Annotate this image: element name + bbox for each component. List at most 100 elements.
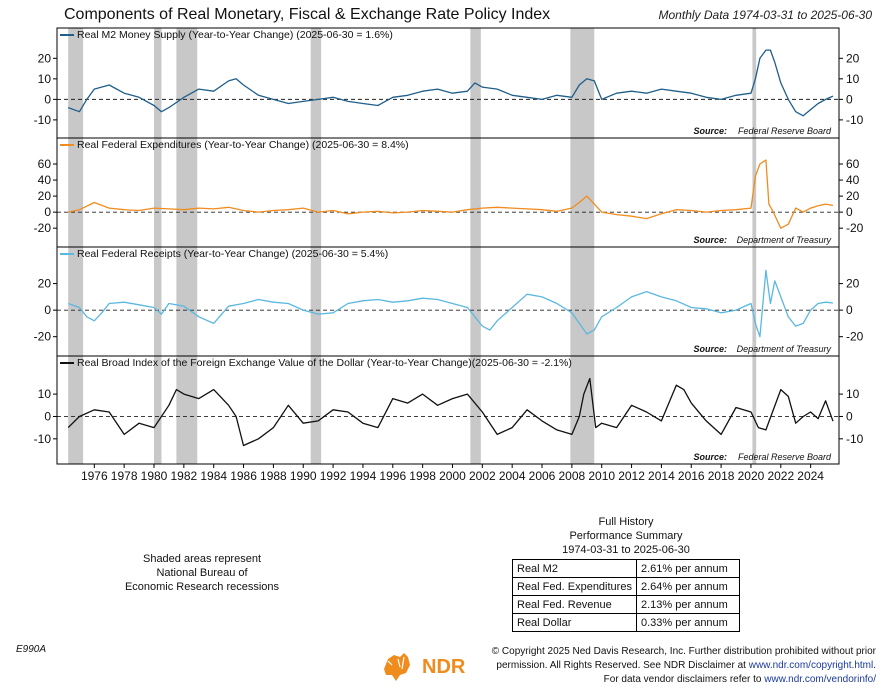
series-line: [67, 269, 834, 338]
y-tick-label: -20: [846, 330, 864, 344]
y-tick-label: 40: [846, 173, 860, 187]
y-tick-label: -20: [34, 330, 52, 344]
x-tick-label: 1978: [111, 469, 138, 483]
x-tick-label: 1988: [260, 469, 287, 483]
recession-note-line: Economic Research recessions: [124, 581, 280, 593]
source-label: Source:: [693, 235, 727, 245]
series-line: [68, 159, 834, 229]
summary-value: 2.13% per annum: [636, 595, 740, 614]
x-tick-label: 1980: [141, 469, 168, 483]
recession-shade: [68, 247, 84, 356]
table-row: Real Fed. Revenue 2.13% per annum: [512, 595, 740, 614]
copyright-text: permission. All Rights Reserved. See NDR…: [496, 660, 749, 671]
panel-frame: [56, 27, 840, 139]
summary-subtitle: Performance Summary: [569, 530, 683, 542]
performance-summary: Full History Performance Summary 1974-03…: [512, 515, 740, 632]
recession-shade: [570, 247, 595, 356]
recession-shade: [752, 247, 757, 356]
recession-shade: [176, 247, 198, 356]
panel-frame: [56, 246, 840, 357]
chart-panel: 20 20 10 10 0 0 -10 -10 Real M2 Money Supply (Ye…: [34, 27, 864, 139]
source-label: Source:: [693, 344, 727, 354]
y-tick-label: -10: [846, 113, 864, 127]
panel-frame: [56, 137, 840, 248]
y-tick-label: 0: [846, 409, 853, 423]
recession-shade: [154, 356, 162, 464]
y-tick-label: 20: [846, 277, 860, 291]
y-tick-label: 0: [44, 205, 51, 219]
x-tick-label: 2014: [648, 469, 675, 483]
x-tick-label: 2006: [529, 469, 556, 483]
summary-table: Real M2 2.61% per annum Real Fed. Expend…: [512, 559, 740, 632]
source-label: Source:: [693, 126, 727, 136]
chart-code: E990A: [16, 644, 47, 655]
recession-shade: [752, 138, 757, 247]
y-tick-label: -20: [34, 221, 52, 235]
y-tick-label: 20: [38, 277, 52, 291]
recession-shade: [570, 356, 595, 464]
legend-label: Real Broad Index of the Foreign Exchange…: [77, 357, 572, 369]
recession-note: Shaded areas represent National Bureau o…: [112, 552, 292, 594]
y-tick-label: -10: [34, 432, 52, 446]
y-tick-label: 40: [38, 173, 52, 187]
x-tick-label: 2020: [738, 469, 765, 483]
y-tick-label: 10: [38, 72, 52, 86]
y-tick-label: 0: [44, 409, 51, 423]
summary-title: Full History: [598, 516, 654, 528]
x-tick-label: 1994: [350, 469, 377, 483]
x-tick-label: 2010: [588, 469, 615, 483]
panel-frame: [56, 355, 840, 465]
ndr-logo: NDR: [384, 653, 466, 681]
y-tick-label: 10: [38, 387, 52, 401]
x-tick-label: 1990: [290, 469, 317, 483]
x-tick-label: 1982: [170, 469, 197, 483]
legend-label: Real Federal Expenditures (Year-to-Year …: [77, 139, 409, 151]
recession-shade: [570, 138, 595, 247]
y-tick-label: 60: [38, 157, 52, 171]
source-value: Department of Treasury: [737, 344, 832, 354]
series-line: [67, 49, 834, 117]
recession-shade: [470, 247, 481, 356]
summary-label: Real Fed. Revenue: [512, 595, 637, 614]
logo-text: NDR: [422, 656, 466, 678]
x-tick-label: 2004: [499, 469, 526, 483]
recession-shade: [176, 356, 198, 464]
recession-shade: [470, 356, 481, 464]
y-tick-label: 20: [846, 51, 860, 65]
y-tick-label: 0: [44, 92, 51, 106]
y-tick-label: 20: [846, 189, 860, 203]
y-tick-label: 60: [846, 157, 860, 171]
recession-shade: [470, 138, 481, 247]
recession-shade: [752, 356, 757, 464]
chart-panel: 10 10 0 0 -10 -10 Real Broad Index of the Fore…: [34, 355, 864, 465]
x-tick-label: 1986: [230, 469, 257, 483]
bull-bear-icon: [384, 653, 410, 681]
x-tick-label: 2008: [559, 469, 586, 483]
copyright-link[interactable]: www.ndr.com/copyright.html: [748, 660, 874, 671]
chart-panel: 20 20 0 0 -20 -20 Real Federal Receipts (Year-…: [34, 246, 864, 357]
source-value: Department of Treasury: [737, 235, 832, 245]
source-value: Federal Reserve Board: [738, 126, 832, 136]
source-value: Federal Reserve Board: [738, 452, 832, 462]
x-tick-label: 1984: [200, 469, 227, 483]
data-period: Monthly Data 1974-03-31 to 2025-06-30: [658, 8, 872, 22]
copyright-line: permission. All Rights Reserved. See NDR…: [476, 659, 876, 673]
recession-shade: [68, 356, 84, 464]
y-tick-label: 10: [846, 387, 860, 401]
vendor-link[interactable]: www.ndr.com/vendorinfo/: [764, 674, 876, 685]
source-label: Source:: [693, 452, 727, 462]
x-tick-label: 1976: [81, 469, 108, 483]
table-row: Real Fed. Expenditures 2.64% per annum: [512, 577, 740, 596]
copyright-text: For data vendor disclaimers refer to: [603, 674, 765, 685]
y-tick-label: -10: [34, 113, 52, 127]
recession-shade: [68, 28, 84, 138]
y-tick-label: 20: [38, 51, 52, 65]
recession-shade: [154, 138, 162, 247]
y-tick-label: 10: [846, 72, 860, 86]
x-tick-label: 2016: [678, 469, 705, 483]
y-tick-label: -20: [846, 221, 864, 235]
recession-shade: [154, 247, 162, 356]
x-tick-label: 2000: [439, 469, 466, 483]
x-tick-label: 2022: [767, 469, 794, 483]
